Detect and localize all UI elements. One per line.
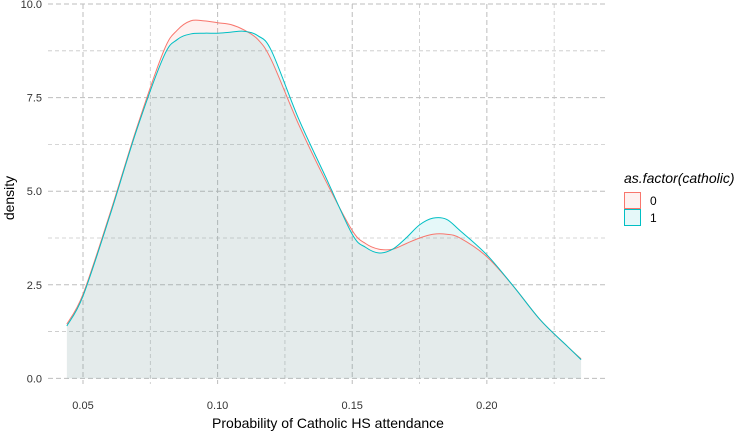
density-areas (66, 20, 582, 379)
x-tick-label: 0.10 (207, 400, 228, 412)
legend-title: as.factor(catholic) (624, 170, 734, 186)
y-tick-label: 10.0 (21, 0, 42, 11)
density-lines (66, 19, 582, 361)
density-line-1 (66, 30, 582, 361)
y-axis-title: density (1, 176, 17, 220)
x-axis-title: Probability of Catholic HS attendance (212, 415, 444, 431)
x-tick-label: 0.05 (72, 400, 93, 412)
legend: as.factor(catholic) 01 (624, 170, 734, 226)
legend-entries: 01 (624, 192, 657, 226)
density-line-0 (66, 19, 582, 360)
major-gridlines (48, 3, 608, 384)
y-tick-label: 7.5 (27, 93, 42, 105)
y-axis-tick-labels: 0.0 2.5 5.0 7.5 10.0 (21, 0, 42, 385)
x-tick-label: 0.15 (342, 400, 363, 412)
legend-label-0: 0 (650, 194, 657, 208)
y-tick-label: 2.5 (27, 280, 42, 292)
x-tick-label: 0.20 (476, 400, 497, 412)
y-tick-label: 5.0 (27, 186, 42, 198)
legend-key-0 (624, 192, 641, 209)
legend-label-1: 1 (650, 211, 657, 225)
minor-gridlines (48, 4, 608, 384)
x-axis-tick-labels: 0.05 0.10 0.15 0.20 (72, 400, 497, 412)
density-area-0 (66, 20, 582, 379)
y-tick-label: 0.0 (27, 373, 42, 385)
density-area-1 (66, 31, 582, 379)
legend-key-1 (624, 209, 641, 226)
